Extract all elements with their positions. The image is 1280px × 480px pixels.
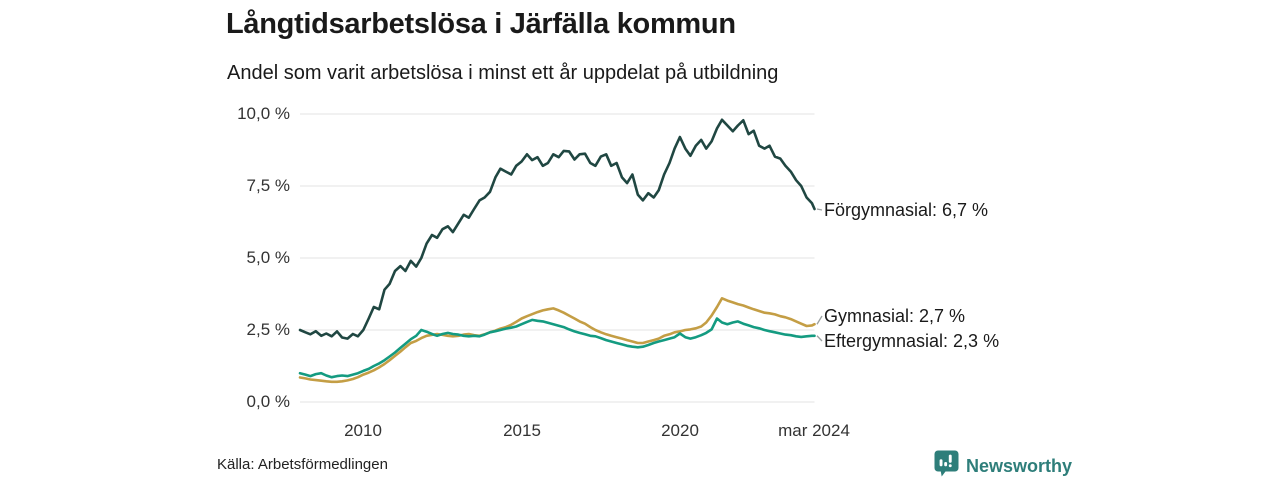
x-axis-tick-label: 2015 — [503, 421, 541, 440]
newsworthy-chart-bubble-icon — [934, 450, 959, 480]
series-end-label-eftergymnasial: Eftergymnasial: 2,3 % — [824, 331, 1000, 351]
series-line-förgymnasial — [298, 118, 816, 340]
y-axis-tick-label: 2,5 % — [246, 320, 290, 339]
brand-name: Newsworthy — [966, 455, 1073, 476]
series-end-label-gymnasial: Gymnasial: 2,7 % — [824, 306, 966, 326]
label-connector — [816, 315, 823, 325]
x-axis-tick-label: 2020 — [661, 421, 699, 440]
y-axis-tick-label: 5,0 % — [246, 248, 290, 267]
x-axis-tick-label: mar 2024 — [778, 421, 850, 440]
y-axis-tick-label: 7,5 % — [246, 176, 290, 195]
label-connector — [816, 208, 823, 211]
brand-lockup: Newsworthy — [934, 450, 1072, 480]
series-line-gymnasial — [298, 296, 816, 384]
source-note: Källa: Arbetsförmedlingen — [217, 456, 388, 473]
series-line-eftergymnasial — [298, 317, 816, 379]
label-connector — [816, 335, 823, 342]
page-title: Långtidsarbetslösa i Järfälla kommun — [226, 8, 736, 40]
y-axis-tick-label: 10,0 % — [237, 104, 290, 123]
x-axis-tick-label: 2010 — [344, 421, 382, 440]
y-axis-tick-label: 0,0 % — [246, 392, 290, 411]
series-end-label-forgymnasial: Förgymnasial: 6,7 % — [824, 200, 989, 220]
chart-subtitle: Andel som varit arbetslösa i minst ett å… — [227, 62, 779, 84]
